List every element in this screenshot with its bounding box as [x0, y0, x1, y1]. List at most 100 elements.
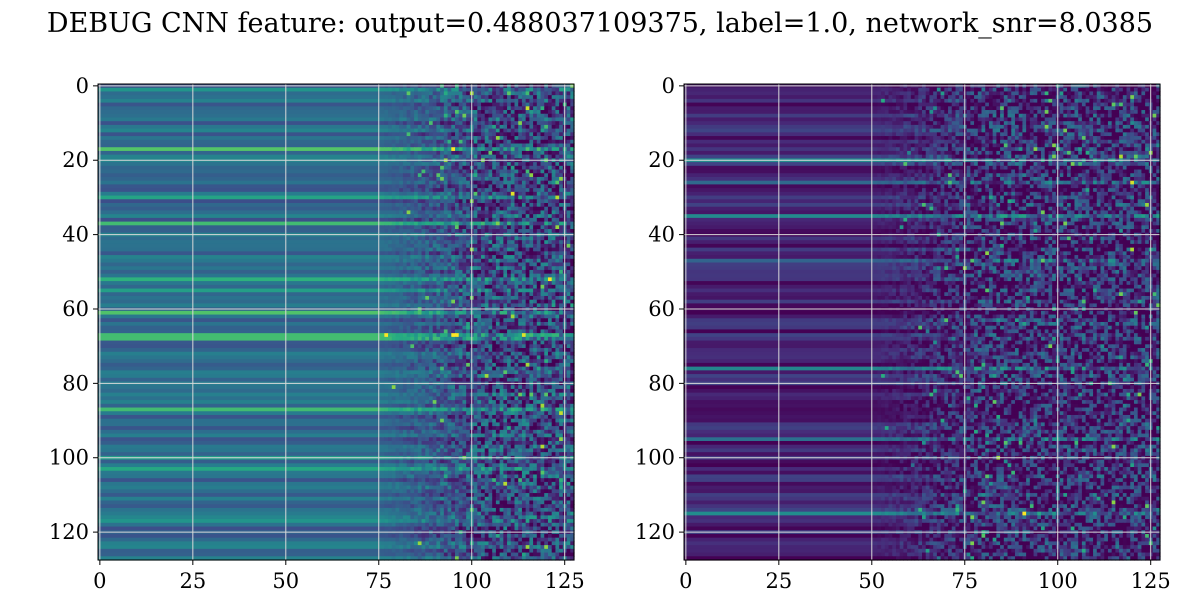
heatmap-cell: [499, 411, 504, 416]
heatmap-cell: [432, 191, 438, 197]
heatmap-cell: [384, 214, 389, 219]
heatmap-cell: [462, 318, 467, 323]
heatmap-cell: [399, 143, 404, 148]
heatmap-cell: [455, 95, 460, 100]
heatmap-cell: [507, 121, 512, 126]
heatmap-cell: [451, 124, 456, 130]
heatmap-cell: [540, 147, 545, 152]
heatmap-cell: [447, 295, 452, 301]
heatmap-cell: [544, 262, 549, 267]
heatmap-cell: [410, 269, 415, 275]
heatmap-cell: [436, 262, 441, 267]
heatmap-cell: [566, 206, 571, 212]
heatmap-cell: [440, 299, 445, 305]
heatmap-cell: [458, 113, 464, 119]
heatmap-cell: [503, 91, 508, 96]
heatmap-cell: [507, 374, 512, 379]
heatmap-cell: [492, 191, 497, 197]
heatmap-cell: [514, 310, 519, 316]
heatmap-cell: [481, 87, 486, 93]
heatmap-cell: [551, 344, 557, 349]
heatmap-cell: [462, 91, 467, 96]
heatmap-row-band: [98, 91, 378, 96]
heatmap-cell: [529, 314, 534, 319]
heatmap-cell: [421, 273, 426, 278]
heatmap-cell: [570, 210, 575, 215]
heatmap-cell: [414, 150, 419, 156]
heatmap-cell: [510, 370, 516, 375]
heatmap-cell: [488, 355, 493, 360]
heatmap-cell: [421, 288, 426, 293]
heatmap-cell: [421, 221, 426, 226]
heatmap-cell: [402, 322, 408, 327]
heatmap-cell: [406, 400, 411, 405]
heatmap-row-band: [98, 396, 378, 401]
heatmap-cell: [540, 348, 545, 353]
heatmap-cell: [391, 333, 397, 338]
heatmap-cell: [410, 422, 415, 427]
heatmap-cell: [395, 154, 400, 159]
heatmap-cell: [533, 91, 538, 96]
heatmap-cell: [440, 188, 445, 193]
heatmap-cell: [432, 400, 438, 405]
heatmap-cell: [499, 273, 504, 278]
heatmap-cell: [529, 102, 534, 107]
heatmap-cell: [566, 348, 571, 353]
heatmap-cell: [451, 333, 456, 338]
heatmap-cell: [492, 266, 497, 271]
heatmap-cell: [510, 281, 516, 286]
heatmap-cell: [428, 139, 434, 145]
heatmap-cell: [507, 281, 512, 286]
heatmap-cell: [436, 355, 441, 360]
heatmap-cell: [436, 418, 441, 424]
heatmap-row-band: [98, 325, 378, 331]
heatmap-cell: [421, 102, 426, 107]
heatmap-cell: [421, 351, 426, 357]
heatmap-cell: [536, 117, 542, 122]
heatmap-cell: [481, 374, 486, 379]
heatmap-cell: [473, 325, 478, 331]
heatmap-cell: [388, 110, 393, 115]
heatmap-cell: [521, 422, 527, 427]
heatmap-cell: [458, 95, 464, 100]
heatmap-cell: [536, 362, 542, 368]
heatmap-cell: [384, 169, 389, 174]
heatmap-cell: [481, 388, 486, 394]
heatmap-cell: [380, 329, 385, 334]
heatmap-row-band: [98, 247, 378, 252]
heatmap-cell: [540, 392, 545, 397]
heatmap-cell: [551, 102, 557, 107]
heatmap-cell: [455, 180, 460, 186]
heatmap-cell: [510, 169, 516, 174]
heatmap-cell: [547, 344, 553, 349]
heatmap-cell: [514, 180, 519, 186]
heatmap-cell: [484, 344, 490, 349]
heatmap-cell: [529, 225, 534, 230]
heatmap-cell: [507, 351, 512, 357]
heatmap-cell: [432, 355, 438, 360]
heatmap-cell: [388, 426, 393, 431]
heatmap-cell: [436, 121, 441, 126]
heatmap-cell: [492, 95, 497, 100]
heatmap-cell: [492, 188, 497, 193]
heatmap-cell: [495, 195, 501, 200]
heatmap-cell: [380, 91, 385, 96]
heatmap-cell: [399, 110, 404, 115]
heatmap-cell: [551, 333, 557, 338]
heatmap-cell: [402, 128, 408, 133]
heatmap-cell: [402, 303, 408, 308]
heatmap-cell: [533, 266, 538, 271]
heatmap-cell: [495, 418, 501, 424]
heatmap-cell: [458, 422, 464, 427]
heatmap-cell: [473, 217, 478, 223]
heatmap-cell: [402, 176, 408, 182]
heatmap-cell: [384, 162, 389, 167]
heatmap-cell: [384, 247, 389, 252]
heatmap-cell: [436, 240, 441, 245]
heatmap-cell: [388, 229, 393, 234]
heatmap-cell: [443, 221, 449, 226]
heatmap-cell: [447, 288, 452, 293]
heatmap-cell: [410, 318, 415, 323]
heatmap-cell: [536, 184, 542, 189]
heatmap-cell: [566, 169, 571, 174]
